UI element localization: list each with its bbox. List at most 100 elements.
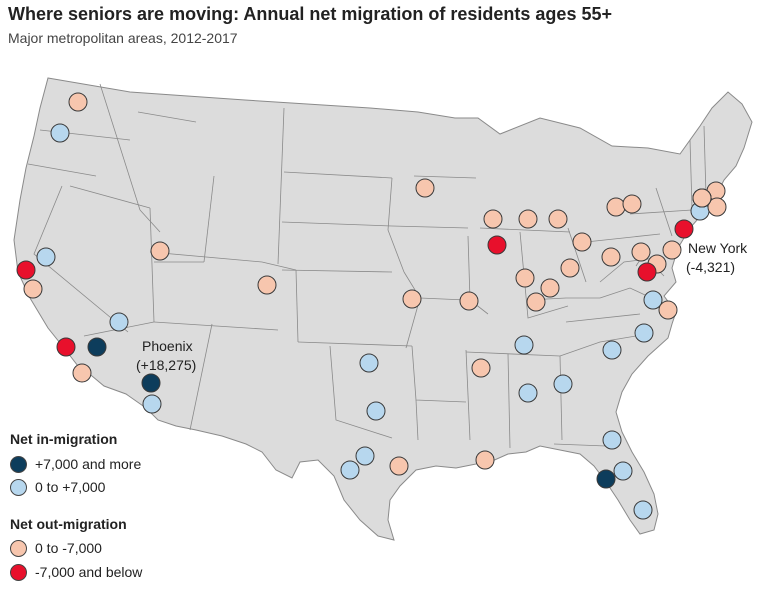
metro-marker-in-low <box>643 290 663 310</box>
metro-marker-out-high <box>56 337 76 357</box>
metro-marker-out-low <box>23 279 43 299</box>
legend-out-title: Net out-migration <box>10 516 127 532</box>
state-border <box>391 225 469 229</box>
metro-marker-in-low <box>602 340 622 360</box>
metro-marker-in-low <box>514 335 534 355</box>
metro-marker-out-low <box>475 450 495 470</box>
metro-marker-in-high <box>87 337 107 357</box>
state-border <box>281 221 393 227</box>
state-border <box>479 227 571 233</box>
metro-marker-out-low <box>459 291 479 311</box>
legend-item-out-high: -7,000 and below <box>10 563 142 581</box>
metro-marker-in-low <box>633 500 653 520</box>
metro-marker-in-low <box>142 394 162 414</box>
metro-marker-out-low <box>257 275 277 295</box>
state-border <box>553 443 607 447</box>
metro-marker-out-low <box>622 194 642 214</box>
newyork-value: (-4,321) <box>686 259 735 275</box>
metro-marker-out-low <box>601 247 621 267</box>
map-subtitle: Major metropolitan areas, 2012-2017 <box>8 30 238 46</box>
state-border <box>99 83 141 211</box>
newyork-callout: New York (-4,321) <box>686 240 748 275</box>
state-border <box>465 349 471 441</box>
state-border <box>283 171 393 179</box>
state-border <box>559 355 563 441</box>
legend-label-in-low: 0 to +7,000 <box>35 479 106 495</box>
state-border <box>703 125 707 197</box>
legend-swatch-out-low <box>10 539 27 557</box>
metro-marker-out-low <box>572 232 592 252</box>
metro-marker-out-low <box>662 240 682 260</box>
state-border <box>415 399 419 441</box>
metro-marker-in-low <box>36 247 56 267</box>
metro-marker-in-high <box>141 373 161 393</box>
state-border <box>295 269 299 343</box>
metro-marker-in-low <box>602 430 622 450</box>
state-border <box>189 323 213 431</box>
state-border <box>149 207 155 323</box>
metro-marker-out-low <box>415 178 435 198</box>
metro-marker-out-low <box>560 258 580 278</box>
legend-label-in-high: +7,000 and more <box>35 456 142 472</box>
metro-marker-out-low <box>389 456 409 476</box>
state-border <box>281 269 393 273</box>
state-border <box>329 345 393 439</box>
legend-swatch-in-low <box>10 478 27 496</box>
metro-marker-in-low <box>355 446 375 466</box>
state-border <box>689 139 693 209</box>
state-border <box>153 321 279 331</box>
metro-marker-in-low <box>366 401 386 421</box>
metro-marker-out-low <box>692 188 712 208</box>
state-border <box>261 261 297 271</box>
state-border <box>559 333 649 357</box>
state-border <box>137 111 197 123</box>
state-border <box>387 177 405 273</box>
state-border <box>465 351 561 357</box>
metro-marker-out-low <box>402 289 422 309</box>
map-title: Where seniors are moving: Annual net mig… <box>8 4 612 24</box>
metro-marker-out-low <box>518 209 538 229</box>
metro-marker-out-low <box>72 363 92 383</box>
state-border <box>419 297 467 301</box>
state-border <box>277 107 285 265</box>
state-border <box>27 163 97 177</box>
metro-marker-in-low <box>634 323 654 343</box>
phoenix-value: (+18,275) <box>136 357 196 373</box>
state-border <box>565 313 641 323</box>
metro-marker-out-low <box>548 209 568 229</box>
legend-swatch-in-high <box>10 455 27 473</box>
metro-marker-out-low <box>707 197 727 217</box>
metro-marker-in-low <box>613 461 633 481</box>
legend-label-out-high: -7,000 and below <box>35 564 143 580</box>
metro-marker-out-low <box>515 268 535 288</box>
metro-marker-out-low <box>526 292 546 312</box>
state-border <box>585 233 661 243</box>
state-border <box>507 353 511 449</box>
state-border <box>413 175 477 179</box>
metro-markers <box>16 92 727 520</box>
metro-marker-in-low <box>109 312 129 332</box>
metro-marker-out-low <box>540 278 560 298</box>
legend-item-in-high: +7,000 and more <box>10 455 141 473</box>
metro-marker-out-low <box>631 242 651 262</box>
state-border <box>139 209 161 233</box>
metro-marker-in-low <box>553 374 573 394</box>
state-border <box>69 185 151 209</box>
metro-marker-out-high <box>637 262 657 282</box>
phoenix-callout: Phoenix (+18,275) <box>136 338 196 373</box>
legend-item-out-low: 0 to -7,000 <box>10 539 102 557</box>
legend-in-title: Net in-migration <box>10 431 118 447</box>
metro-marker-out-low <box>68 92 88 112</box>
state-border <box>33 185 129 333</box>
metro-marker-out-low <box>150 241 170 261</box>
phoenix-label: Phoenix <box>142 338 193 354</box>
metro-marker-in-low <box>518 383 538 403</box>
state-border <box>519 231 569 319</box>
legend-swatch-out-high <box>10 563 27 581</box>
legend-label-out-low: 0 to -7,000 <box>35 540 102 556</box>
metro-marker-out-low <box>483 209 503 229</box>
metro-marker-out-low <box>606 197 626 217</box>
metro-marker-out-high <box>674 219 694 239</box>
metro-marker-in-low <box>50 123 70 143</box>
